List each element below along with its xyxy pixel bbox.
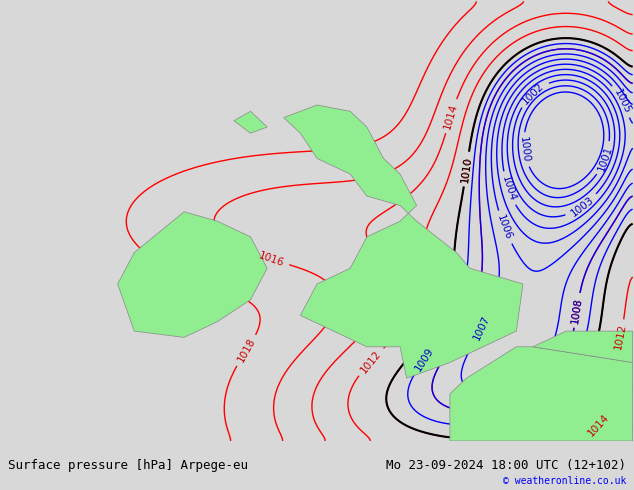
Polygon shape [118, 212, 267, 338]
Text: 1012: 1012 [613, 323, 628, 351]
Text: 1006: 1006 [495, 213, 514, 242]
Text: 1008: 1008 [570, 296, 584, 324]
Text: 1002: 1002 [521, 80, 546, 106]
Text: © weatheronline.co.uk: © weatheronline.co.uk [503, 476, 626, 486]
Text: 1007: 1007 [471, 314, 491, 342]
Text: 1001: 1001 [596, 144, 614, 172]
Text: 1000: 1000 [518, 136, 531, 163]
Text: 1004: 1004 [500, 174, 517, 202]
Text: 1005: 1005 [612, 87, 632, 115]
Text: 1016: 1016 [257, 250, 285, 268]
Text: Surface pressure [hPa] Arpege-eu: Surface pressure [hPa] Arpege-eu [8, 459, 248, 471]
Text: 1014: 1014 [443, 102, 460, 130]
Text: 1012: 1012 [359, 348, 383, 375]
Text: 1014: 1014 [586, 412, 611, 438]
Text: 1008: 1008 [570, 296, 584, 324]
Polygon shape [284, 105, 523, 378]
Text: 1003: 1003 [569, 194, 596, 218]
Text: 1010: 1010 [460, 155, 473, 183]
Text: 1010: 1010 [460, 155, 473, 183]
Text: Mo 23-09-2024 18:00 UTC (12+102): Mo 23-09-2024 18:00 UTC (12+102) [386, 459, 626, 471]
Text: 1018: 1018 [235, 337, 257, 365]
Polygon shape [234, 111, 267, 133]
Text: 1009: 1009 [413, 346, 436, 373]
Polygon shape [450, 347, 633, 441]
Polygon shape [533, 331, 633, 363]
